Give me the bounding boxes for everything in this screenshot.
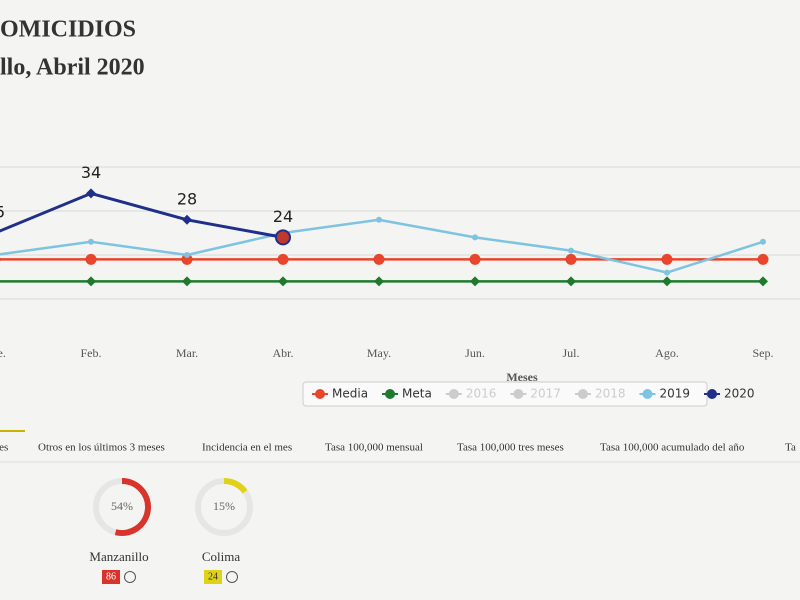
marker (278, 276, 288, 287)
marker (661, 253, 673, 265)
x-tick-label: Jun. (465, 346, 485, 360)
legend-swatch (642, 389, 653, 399)
legend-entry[interactable]: 2017 (530, 387, 561, 401)
card-name: Colima (202, 549, 241, 564)
marker (85, 253, 97, 265)
data-label: 34 (81, 163, 101, 182)
tab[interactable]: Tasa 100,000 tres meses (457, 442, 564, 454)
x-tick-label: Feb. (81, 346, 102, 360)
marker (181, 253, 193, 265)
marker (469, 253, 481, 265)
marker (568, 247, 574, 254)
marker (566, 276, 576, 287)
tab[interactable]: Ta (785, 442, 796, 454)
x-axis-label: Meses (506, 370, 538, 384)
marker (664, 269, 670, 276)
marker (182, 214, 192, 225)
percent: 15 (213, 499, 225, 513)
legend-entry[interactable]: 2016 (466, 387, 497, 401)
x-tick-label: Abr. (273, 346, 294, 360)
marker (758, 276, 768, 287)
subtitle: llo, Abril 2020 (0, 55, 145, 81)
card-name: Manzanillo (89, 549, 148, 564)
marker (662, 276, 672, 287)
marker (757, 253, 769, 265)
donut-label: 54% (111, 499, 133, 513)
legend-entry[interactable]: Media (332, 387, 368, 401)
legend-entry[interactable]: Meta (402, 387, 432, 401)
marker (0, 257, 1, 262)
legend-swatch (577, 389, 588, 399)
tab[interactable]: Otros en los últimos 3 meses (38, 442, 165, 454)
data-label: 25 (0, 203, 5, 222)
donut-arc (223, 478, 248, 494)
marker (374, 276, 384, 287)
marker (472, 234, 478, 241)
x-tick-label: Ago. (655, 346, 679, 360)
data-label: 24 (273, 207, 293, 226)
legend-entry[interactable]: 2019 (659, 387, 690, 401)
count-badge (204, 570, 222, 584)
marker (565, 253, 577, 265)
donut-arc (114, 478, 151, 536)
title: OMICIDIOS (0, 17, 136, 43)
marker (86, 188, 96, 199)
legend-swatch (707, 389, 718, 399)
series-line (0, 191, 284, 239)
percent-sign: % (123, 499, 133, 513)
marker (88, 238, 94, 245)
count-badge (102, 570, 120, 584)
percent-sign: % (225, 499, 235, 513)
x-tick-label: Jul. (562, 346, 579, 360)
marker (275, 229, 292, 246)
tab[interactable]: Tasa 100,000 acumulado del año (600, 442, 745, 454)
x-tick-label: May. (367, 346, 391, 360)
legend-entry[interactable]: 2018 (595, 387, 626, 401)
x-tick-label: Ene. (0, 346, 6, 360)
legend-swatch (513, 389, 524, 399)
tab[interactable]: Incidencia en el mes (202, 442, 292, 454)
donut-label: 15% (213, 499, 235, 513)
count: 86 (106, 571, 116, 582)
legend-swatch (385, 389, 396, 399)
count: 24 (208, 571, 218, 582)
marker (184, 252, 190, 258)
marker (470, 276, 480, 287)
marker (376, 216, 382, 223)
marker (373, 253, 385, 265)
legend-entry[interactable]: 2020 (724, 387, 755, 401)
details-button[interactable] (124, 571, 136, 583)
tab[interactable]: Tasa 100,000 mensual (325, 442, 423, 454)
percent: 54 (111, 499, 123, 513)
legend-swatch (448, 389, 459, 399)
marker (86, 276, 96, 287)
x-tick-label: Sep. (753, 346, 774, 360)
marker (760, 238, 766, 245)
tab[interactable]: eses (0, 442, 8, 454)
marker (182, 276, 192, 287)
data-label: 28 (177, 189, 197, 208)
legend-swatch (315, 389, 325, 399)
x-tick-label: Mar. (176, 346, 198, 360)
details-button[interactable] (226, 571, 238, 583)
marker (277, 253, 289, 265)
